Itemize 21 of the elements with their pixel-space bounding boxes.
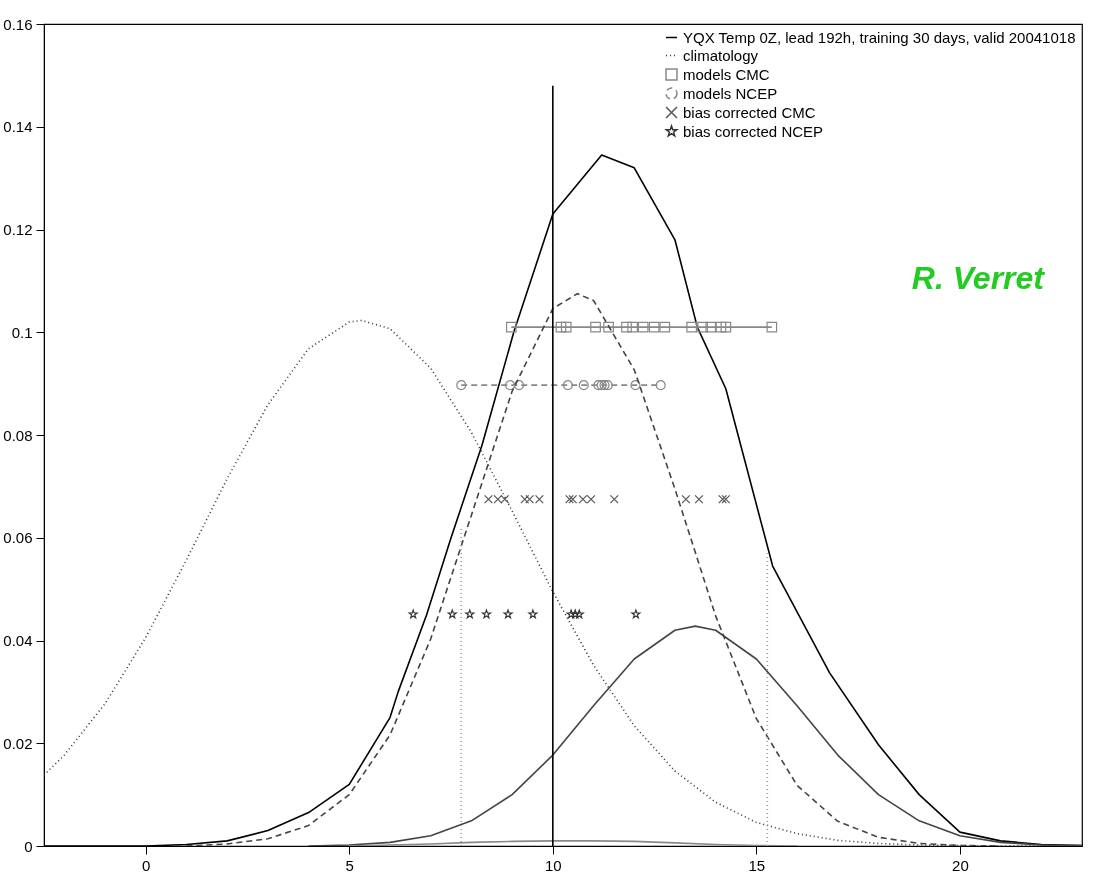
legend-label: models CMC bbox=[683, 65, 770, 83]
y-tick-label: 0.14 bbox=[3, 118, 33, 136]
x-tick-label: 10 bbox=[544, 856, 562, 874]
legend-label: bias corrected NCEP bbox=[683, 122, 824, 140]
y-tick-label: 0.16 bbox=[3, 15, 33, 33]
legend-label: bias corrected CMC bbox=[683, 103, 816, 121]
x-tick-label: 15 bbox=[748, 856, 766, 874]
x-tick-label: 0 bbox=[142, 856, 151, 874]
legend-label: models NCEP bbox=[683, 84, 778, 102]
y-tick-label: 0.08 bbox=[3, 426, 33, 444]
annotation: R. Verret bbox=[911, 260, 1046, 296]
y-tick-label: 0.12 bbox=[3, 221, 33, 238]
y-tick-label: 0.1 bbox=[11, 323, 33, 341]
y-tick-label: 0.06 bbox=[3, 529, 33, 547]
legend-label: climatology bbox=[683, 46, 759, 64]
y-tick-label: 0.04 bbox=[3, 632, 33, 649]
x-tick-label: 20 bbox=[952, 856, 969, 874]
x-tick-label: 5 bbox=[345, 856, 354, 874]
y-tick-label: 0 bbox=[24, 837, 33, 855]
y-tick-label: 0.02 bbox=[3, 734, 33, 752]
legend-label: YQX Temp 0Z, lead 192h, training 30 days, valid 20041018 bbox=[683, 28, 1076, 46]
